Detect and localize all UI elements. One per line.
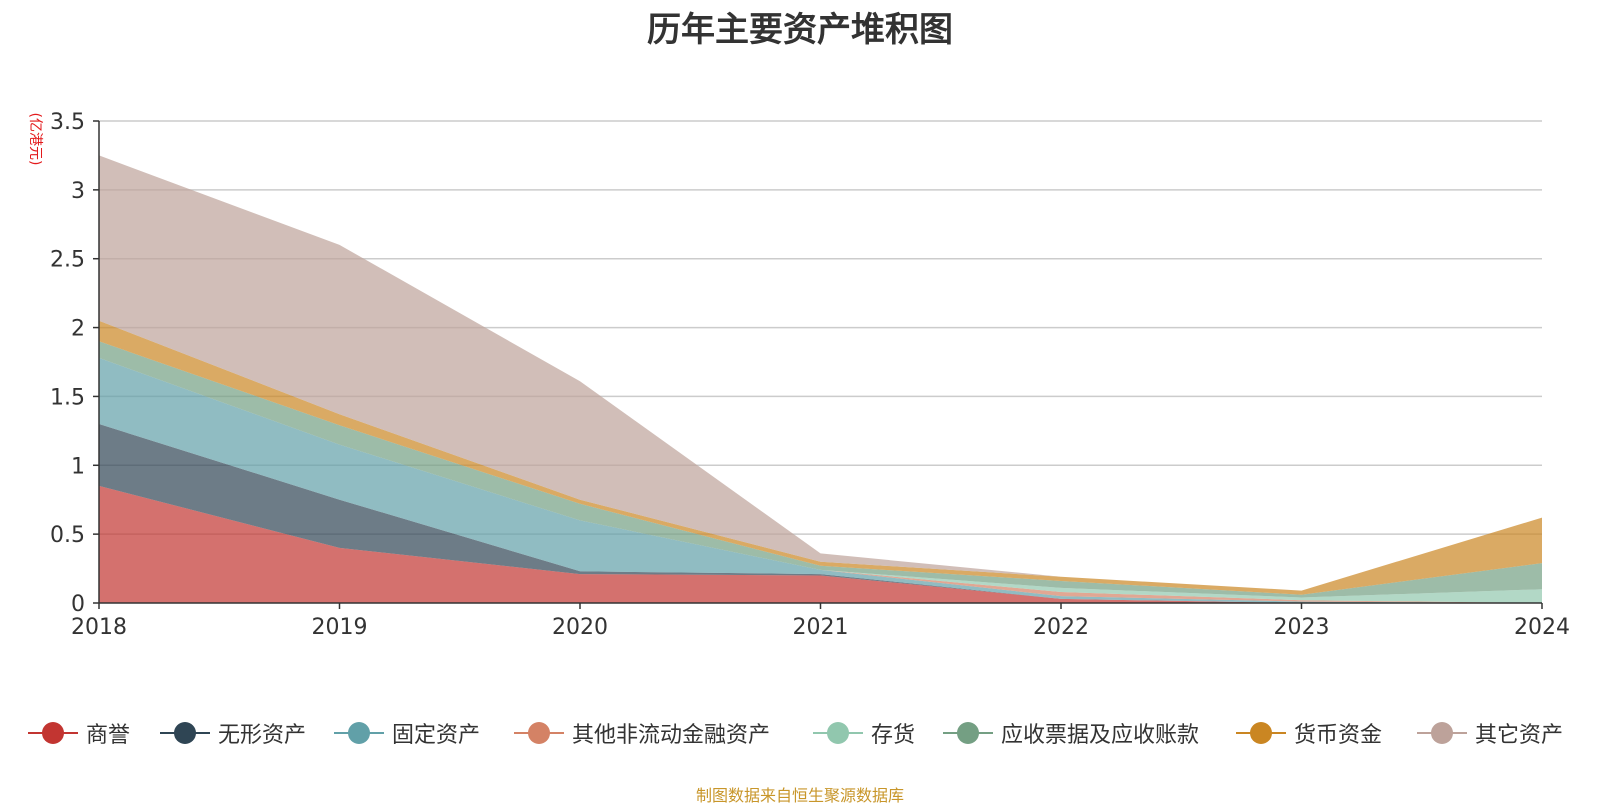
y-tick-label: 0 (71, 592, 85, 617)
stacked-area-chart: 0 0.5 1 1.5 2 2.5 3 3.5 2018 2019 2020 2021 2022 2023… (50, 110, 1570, 640)
x-tick-label: 2018 (71, 615, 127, 640)
x-tick-label: 2020 (552, 615, 608, 640)
area-series-1 (99, 424, 1542, 603)
legend-item[interactable]: 商誉 (28, 716, 130, 750)
legend-label: 商誉 (86, 723, 131, 748)
area-series-2 (99, 357, 1542, 603)
legend-item[interactable]: 存货 (813, 716, 915, 750)
area-series-0 (99, 485, 1542, 603)
legend-marker-icon (813, 721, 863, 745)
axes: 0 0.5 1 1.5 2 2.5 3 3.5 2018 2019 2020 2021 2022 2023… (50, 110, 1570, 640)
area-series-7 (99, 155, 1542, 591)
y-tick-label: 0.5 (50, 523, 85, 548)
x-tick-label: 2021 (793, 615, 849, 640)
x-tick-label: 2024 (1514, 615, 1570, 640)
y-tick-label: 1 (71, 454, 85, 479)
legend-marker-icon (334, 721, 384, 745)
legend-label: 应收票据及应收账款 (1001, 723, 1200, 748)
legend-marker-icon (1236, 721, 1286, 745)
x-tick-label: 2022 (1033, 615, 1089, 640)
legend-marker-icon (1417, 721, 1467, 745)
area-series-group (99, 155, 1542, 603)
legend-item[interactable]: 货币资金 (1236, 716, 1382, 750)
legend-label: 其他非流动金融资产 (572, 723, 771, 748)
legend-marker-icon (160, 721, 210, 745)
source-note: 制图数据来自恒生聚源数据库 (695, 786, 904, 805)
legend-item[interactable]: 固定资产 (334, 716, 480, 750)
legend-marker-icon (28, 721, 78, 745)
legend-item[interactable]: 无形资产 (160, 716, 306, 750)
y-tick-label: 1.5 (50, 385, 85, 410)
legend-marker-icon (514, 721, 564, 745)
legend-label: 存货 (871, 723, 916, 748)
legend-item[interactable]: 其他非流动金融资产 (514, 716, 770, 750)
legend-label: 其它资产 (1475, 723, 1564, 748)
legend-item[interactable]: 其它资产 (1417, 716, 1563, 750)
legend-label: 货币资金 (1294, 723, 1383, 748)
y-tick-label: 3 (71, 179, 85, 204)
x-tick-label: 2019 (312, 615, 368, 640)
area-series-6 (99, 320, 1542, 595)
chart-title: 历年主要资产堆积图 (647, 10, 953, 50)
legend-marker-icon (943, 721, 993, 745)
y-tick-label: 2 (71, 317, 85, 342)
y-tick-label: 3.5 (50, 110, 85, 135)
y-tick-label: 2.5 (50, 248, 85, 273)
legend-label: 固定资产 (392, 723, 481, 748)
legend-label: 无形资产 (218, 723, 307, 748)
legend-item[interactable]: 应收票据及应收账款 (943, 716, 1199, 750)
legend: 商誉 无形资产 固定资产 其他非流动金融资产 存货 应收票据及应收账款 货币资金 其它资产 (28, 716, 1588, 750)
x-tick-label: 2023 (1274, 615, 1330, 640)
